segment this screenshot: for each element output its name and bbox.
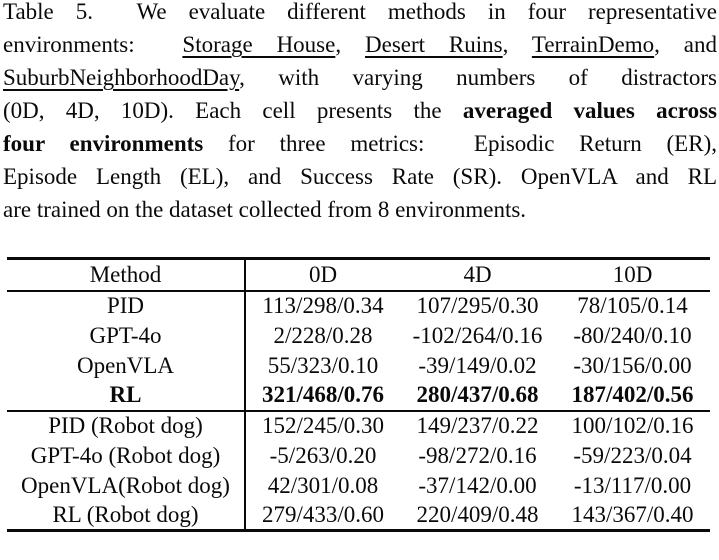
- value-cell: 55/323/0.10: [267, 352, 379, 378]
- caption-emphasis: four environments: [3, 131, 204, 156]
- environment-name: Storage House: [182, 32, 336, 57]
- caption-line: SuburbNeighborhoodDay, with varying numb…: [3, 61, 717, 94]
- method-cell: OpenVLA(Robot dog): [7, 470, 246, 501]
- method-cell: PID: [7, 290, 246, 321]
- caption-text: ,: [335, 32, 365, 57]
- value-cell: -39/149/0.02: [418, 352, 537, 378]
- caption-line: are trained on the dataset collected fro…: [3, 193, 717, 226]
- method-cell: OpenVLA: [7, 350, 246, 381]
- caption-text: (0D, 4D, 10D). Each cell presents the: [3, 98, 463, 123]
- caption-line: environments: Storage House, Desert Ruin…: [3, 28, 717, 61]
- table-row: OpenVLA(Robot dog) 42/301/0.08 -37/142/0.0…: [7, 470, 710, 501]
- column-header-method: Method: [7, 258, 246, 291]
- value-cell: 2/228/0.28: [273, 322, 373, 348]
- caption-text: for three metrics: Episodic Return (ER),: [203, 131, 717, 156]
- value-cell: -37/142/0.00: [418, 472, 537, 498]
- method-cell: RL: [7, 380, 246, 411]
- caption-line: four environments for three metrics: Epi…: [3, 127, 717, 160]
- table-row: PID (Robot dog) 152/245/0.30 149/237/0.22 1…: [7, 410, 710, 441]
- environment-name: TerrainDemo: [531, 32, 655, 57]
- caption-emphasis: averaged values across: [462, 98, 717, 123]
- value-cell: -102/264/0.16: [412, 322, 543, 348]
- table-row: GPT-4o 2/228/0.28 -102/264/0.16 -80/240/0.1…: [7, 320, 710, 351]
- caption-line: Episode Length (EL), and Success Rate (S…: [3, 160, 717, 193]
- table-row: PID 113/298/0.34 107/295/0.30 78/105/0.14: [7, 290, 710, 321]
- caption-text: , with varying numbers of distractors: [239, 65, 717, 90]
- value-cell: -5/263/0.20: [269, 442, 377, 468]
- caption-line: Table 5. We evaluate different methods i…: [3, 0, 717, 28]
- caption-text: , and: [654, 32, 718, 57]
- value-cell: 107/295/0.30: [416, 293, 539, 318]
- method-cell: GPT-4o (Robot dog): [7, 440, 246, 471]
- method-cell: RL (Robot dog): [7, 500, 246, 531]
- caption-text: ,: [502, 32, 532, 57]
- table-row: OpenVLA 55/323/0.10 -39/149/0.02 -30/156/0.…: [7, 350, 710, 381]
- table-row: GPT-4o (Robot dog) -5/263/0.20 -98/272/0.1…: [7, 440, 710, 471]
- column-header-0d: 0D: [308, 261, 338, 287]
- value-cell: -13/117/0.00: [573, 472, 692, 498]
- value-cell: -59/223/0.04: [573, 442, 692, 468]
- value-cell: 100/102/0.16: [571, 413, 694, 438]
- results-table: Method 0D 4D 10D PID 113/298/0.34 107/295/0.3…: [7, 257, 710, 532]
- value-cell: 152/245/0.30: [261, 413, 385, 438]
- column-header-10d: 10D: [612, 261, 653, 287]
- caption-text: Table 5. We evaluate different methods i…: [3, 0, 717, 24]
- value-cell: 143/367/0.40: [571, 501, 694, 527]
- method-cell: PID (Robot dog): [7, 410, 246, 441]
- table-header-row: Method 0D 4D 10D: [7, 258, 710, 291]
- value-cell: 187/402/0.56: [571, 382, 694, 407]
- environment-name: SuburbNeighborhoodDay: [3, 65, 240, 90]
- table-row: RL 321/468/0.76 280/437/0.68 187/402/0.56: [7, 380, 710, 411]
- value-cell: 113/298/0.34: [262, 293, 384, 318]
- table-caption: Table 5. We evaluate different methods i…: [3, 0, 717, 226]
- value-cell: 149/237/0.22: [416, 413, 539, 438]
- value-cell: -80/240/0.10: [573, 322, 692, 348]
- caption-text: Episode Length (EL), and Success Rate (S…: [3, 164, 717, 189]
- caption-text: environments:: [3, 32, 183, 57]
- value-cell: 280/437/0.68: [416, 382, 539, 407]
- value-cell: -30/156/0.00: [573, 352, 692, 378]
- caption-text: are trained on the dataset collected fro…: [3, 197, 527, 222]
- value-cell: -98/272/0.16: [418, 442, 537, 468]
- value-cell: 78/105/0.14: [577, 293, 688, 318]
- value-cell: 321/468/0.76: [261, 382, 385, 407]
- value-cell: 220/409/0.48: [416, 501, 539, 527]
- value-cell: 279/433/0.60: [261, 501, 385, 527]
- column-header-4d: 4D: [463, 261, 492, 287]
- value-cell: 42/301/0.08: [267, 472, 379, 498]
- method-cell: GPT-4o: [7, 320, 246, 351]
- environment-name: Desert Ruins: [365, 32, 503, 57]
- caption-line: (0D, 4D, 10D). Each cell presents the av…: [3, 94, 717, 127]
- table-row: RL (Robot dog) 279/433/0.60 220/409/0.48 14…: [7, 500, 710, 531]
